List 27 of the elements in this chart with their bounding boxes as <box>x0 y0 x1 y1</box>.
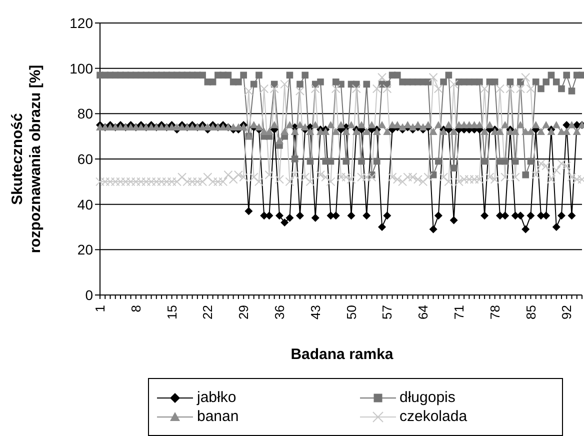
y-axis-title: Skuteczność rozpoznawania obrazu [%] <box>9 64 44 254</box>
x-tick-label: 50 <box>344 305 359 320</box>
x-tick-label: 15 <box>164 305 180 320</box>
x-tick-label: 36 <box>272 305 288 320</box>
x-tick-label: 1 <box>92 305 108 312</box>
x-tick-label: 85 <box>523 305 538 320</box>
x-tick-label: 43 <box>308 305 323 320</box>
y-tick-label: 120 <box>70 14 94 31</box>
y-tick-label: 60 <box>77 150 94 167</box>
x-tick-label: 22 <box>200 305 216 320</box>
x-tick-label: 71 <box>451 305 466 320</box>
y-tick-label: 80 <box>77 106 94 122</box>
legend-label: jabłko <box>197 389 236 406</box>
x-tick-label: 29 <box>236 305 252 320</box>
x-tick-label: 57 <box>380 305 395 320</box>
legend-label: długopis <box>400 389 456 406</box>
x-tick-label: 64 <box>416 305 431 320</box>
x-tick-label: 78 <box>487 305 502 320</box>
x-axis-title: Badana ramka <box>290 346 394 363</box>
legend-label: czekolada <box>400 408 468 425</box>
y-tick-label: 20 <box>77 242 94 258</box>
legend-label: banan <box>197 408 239 425</box>
y-tick-label: 0 <box>85 286 94 303</box>
y-tick-label: 100 <box>70 60 94 76</box>
x-tick-label: 92 <box>559 305 574 320</box>
y-tick-label: 40 <box>77 196 94 212</box>
x-tick-label: 8 <box>128 305 144 312</box>
